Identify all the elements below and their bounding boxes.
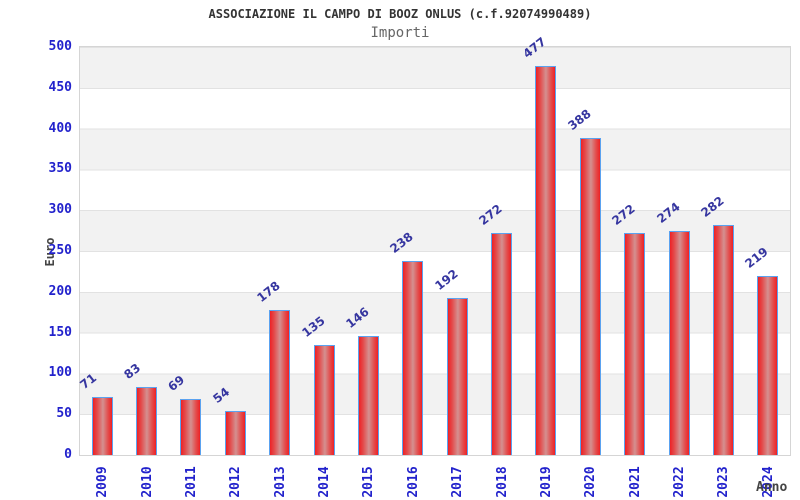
- x-tick-label-2011: 2011: [183, 466, 199, 498]
- bar-value-label-2024: 219: [742, 244, 772, 272]
- x-tick-label-2013: 2013: [272, 466, 288, 498]
- bar-2022: [668, 231, 690, 455]
- plot-area: 71 83 69 54 178 135 146 238 192 272 477 388 272 274 28…: [77, 34, 791, 456]
- y-tick-label-250: 250: [48, 243, 72, 258]
- bar-value-label-2021: 272: [609, 201, 638, 228]
- y-tick-label-0: 0: [64, 447, 72, 462]
- bar-2024: [757, 276, 779, 455]
- y-tick-label-300: 300: [48, 202, 72, 218]
- bar-2019: [535, 65, 557, 455]
- bar-value-label-2015: 146: [343, 304, 372, 331]
- x-tick-label-2015: 2015: [360, 466, 376, 498]
- bar-value-label-2023: 282: [698, 193, 727, 220]
- bar-2012: [224, 410, 246, 455]
- x-tick-label-2017: 2017: [449, 466, 465, 498]
- bar-value-label-2013: 178: [254, 278, 283, 305]
- bar-value-label-2016: 238: [387, 229, 417, 256]
- x-tick-label-2016: 2016: [405, 466, 421, 498]
- bar-value-label-2020: 388: [565, 106, 594, 134]
- bar-2013: [269, 309, 291, 455]
- y-tick-label-350: 350: [48, 161, 72, 177]
- y-tick-label-50: 50: [56, 406, 72, 422]
- x-tick-label-2009: 2009: [94, 466, 110, 498]
- y-tick-label-100: 100: [48, 365, 72, 381]
- x-axis-title: Anno: [756, 480, 788, 495]
- y-tick-label-500: 500: [48, 39, 72, 54]
- x-tick-label-2014: 2014: [316, 466, 332, 498]
- y-tick-label-400: 400: [48, 120, 72, 136]
- y-tick-label-450: 450: [48, 79, 72, 95]
- bar-2015: [357, 335, 379, 455]
- chart-title: ASSOCIAZIONE IL CAMPO DI BOOZ ONLUS (c.f…: [208, 7, 592, 21]
- y-tick-label-200: 200: [48, 283, 72, 299]
- chart-subtitle: Importi: [370, 25, 430, 41]
- bar-2011: [180, 398, 202, 455]
- bar-value-label-2017: 192: [432, 266, 461, 294]
- x-tick-label-2018: 2018: [494, 466, 510, 498]
- bar-value-label-2011: 69: [165, 372, 188, 394]
- bar-2020: [579, 138, 601, 455]
- x-tick-label-2023: 2023: [715, 466, 731, 498]
- bar-value-label-2022: 274: [653, 199, 683, 227]
- bar-2018: [491, 233, 513, 455]
- y-tick-label-150: 150: [48, 324, 72, 340]
- bar-2014: [313, 344, 335, 455]
- bar-value-label-2009: 71: [77, 370, 99, 393]
- bar-2023: [712, 224, 734, 455]
- bar-value-label-2014: 135: [298, 313, 328, 340]
- bar-2009: [91, 397, 113, 455]
- x-tick-label-2019: 2019: [538, 466, 554, 498]
- x-tick-label-2022: 2022: [671, 466, 687, 498]
- bar-value-label-2012: 54: [210, 384, 232, 406]
- bar-value-label-2018: 272: [476, 201, 505, 228]
- x-tick-label-2012: 2012: [227, 466, 243, 498]
- bar-value-label-2010: 83: [121, 360, 144, 383]
- bar-2010: [136, 387, 158, 455]
- bar-2021: [624, 233, 646, 455]
- x-tick-label-2021: 2021: [627, 466, 643, 498]
- x-tick-label-2010: 2010: [139, 466, 155, 498]
- bar-2016: [402, 260, 424, 455]
- x-tick-label-2020: 2020: [582, 466, 598, 498]
- bar-2017: [446, 298, 468, 455]
